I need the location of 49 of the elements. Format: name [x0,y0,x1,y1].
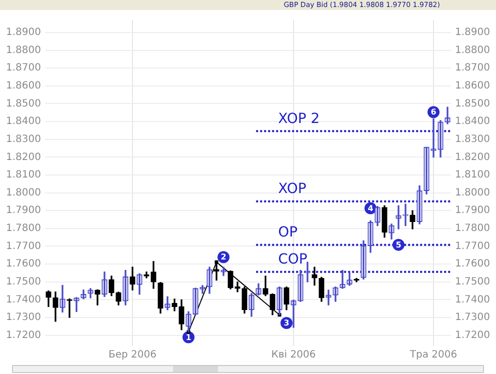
y-tick-label: 1.8400 [6,116,41,128]
y2-tick-label: 1.7400 [455,294,490,306]
ref-line-label: COP [278,252,308,268]
x-tick-label: Бер 2006 [108,350,156,361]
y-tick-label: 1.8900 [6,27,41,38]
y-tick-label: 1.8700 [6,62,41,74]
y2-tick-label: 1.7500 [455,276,490,288]
x-tick-label: Кві 2006 [271,350,316,361]
y2-tick-label: 1.7900 [455,205,490,216]
y2-tick-label: 1.8400 [455,116,490,128]
y-tick-label: 1.7400 [6,294,41,306]
y-tick-label: 1.7200 [6,330,41,341]
y-tick-label: 1.8000 [6,187,41,198]
y2-tick-label: 1.8500 [455,98,490,110]
ref-line-label: XOP [278,180,306,197]
y2-tick-label: 1.7800 [455,223,490,234]
series-label: 3 [284,318,290,328]
y-tick-label: 1.8500 [6,98,41,110]
y2-tick-label: 1.8200 [455,152,490,163]
ref-line-label: XOP 2 [278,110,320,127]
y-tick-label: 1.7900 [6,205,41,216]
y2-tick-label: 1.7200 [455,330,490,341]
y-tick-label: 1.8600 [6,80,41,92]
y-tick-label: 1.8100 [6,170,41,181]
y-tick-label: 1.7800 [6,223,41,234]
x-tick-label: Тра 2006 [408,350,458,361]
y2-tick-label: 1.7300 [455,312,490,324]
y-tick-label: 1.7500 [6,276,41,288]
y-tick-label: 1.7600 [6,258,41,270]
y2-tick-label: 1.7600 [455,258,490,270]
series-label: 1 [186,332,192,342]
y-tick-label: 1.8300 [6,134,41,145]
y2-tick-label: 1.8800 [455,44,490,56]
series-label: 2 [220,252,226,262]
y2-tick-label: 1.8000 [455,187,490,198]
y-tick-label: 1.7300 [6,312,41,324]
y2-tick-label: 1.8700 [455,62,490,74]
y2-tick-label: 1.8600 [455,80,490,92]
series-label: 5 [396,240,402,250]
y-tick-label: 1.7700 [6,240,41,252]
y2-tick-label: 1.7700 [455,240,490,252]
y2-tick-label: 1.8900 [455,27,490,38]
y-tick-label: 1.8800 [6,44,41,56]
ref-line-label: OP [278,224,298,240]
y2-tick-label: 1.8100 [455,170,490,181]
series-label: 6 [430,108,437,117]
y-tick-label: 1.8200 [6,152,41,163]
y2-tick-label: 1.8300 [455,134,490,145]
series-label: 4 [368,204,374,213]
